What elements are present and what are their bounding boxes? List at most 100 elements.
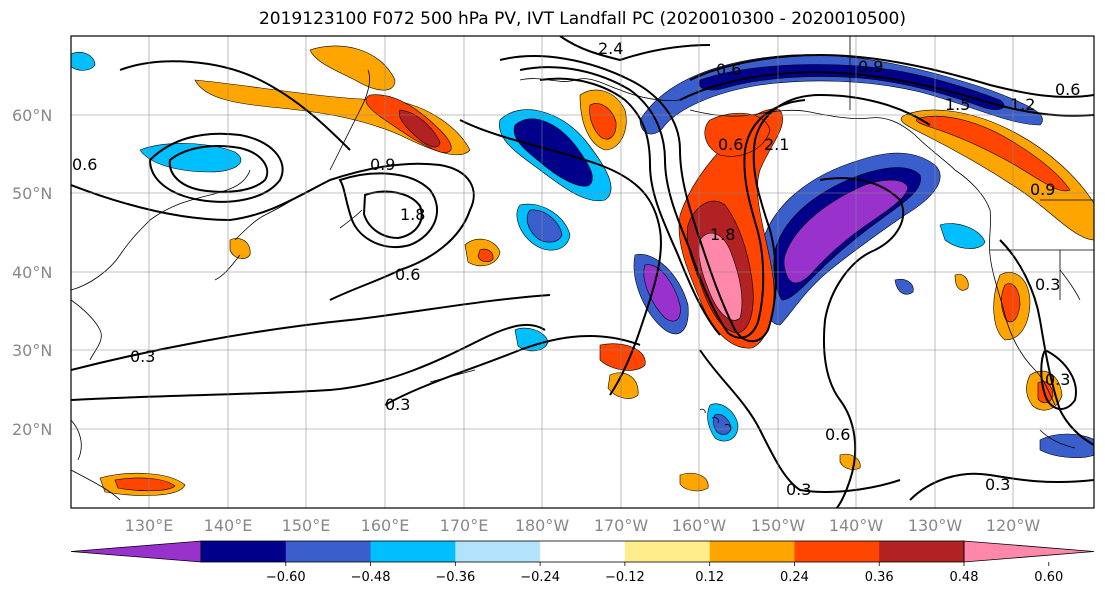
positive-anomaly-region	[398, 109, 441, 148]
contour-line	[71, 294, 551, 371]
lon-label: 150°E	[282, 516, 331, 535]
coastline-hawaii	[699, 408, 732, 432]
contour-line	[699, 349, 901, 493]
lon-label: 120°W	[986, 516, 1041, 535]
colorbar-extension-low	[70, 540, 202, 563]
latitude-labels: 60°N 50°N 40°N 30°N 20°N	[12, 106, 52, 439]
positive-anomaly-region	[229, 238, 251, 259]
contour-label: 0.6	[395, 265, 420, 284]
colorbar-tick-label: −0.24	[520, 570, 560, 585]
contour-line	[1040, 348, 1077, 410]
border-lines	[849, 36, 1094, 300]
negative-anomaly-region	[513, 118, 593, 187]
contour-label: 0.6	[72, 155, 97, 174]
positive-anomaly-region	[114, 477, 176, 492]
contour-label: 1.8	[710, 225, 735, 244]
colorbar-segment	[624, 541, 711, 562]
positive-anomaly-region	[1037, 381, 1054, 404]
contour-label: 1.8	[400, 205, 425, 224]
positive-anomaly-region	[194, 79, 471, 156]
contour-line	[519, 66, 806, 339]
lon-label: 160°W	[672, 516, 727, 535]
contour-line	[819, 177, 905, 508]
colorbar-tick-label: 0.60	[1034, 570, 1063, 585]
colorbar: −0.60 −0.48 −0.36 −0.24 −0.12 0.12 0.24 0.36 0.4…	[70, 540, 1095, 585]
colorbar-tick-label: −0.60	[266, 570, 306, 585]
negative-anomaly-region	[698, 64, 1005, 110]
contour-label: 0.9	[1030, 180, 1055, 199]
lat-label: 50°N	[12, 184, 52, 203]
contour-line	[119, 60, 351, 151]
lat-label: 40°N	[12, 263, 52, 282]
colorbar-segment	[879, 541, 965, 562]
contour-label: 0.3	[130, 347, 155, 366]
positive-anomaly-region	[954, 273, 969, 291]
contour-line	[999, 239, 1094, 446]
positive-anomaly-region	[916, 115, 1071, 192]
colorbar-segment	[370, 541, 456, 562]
coastline-kamchatka	[329, 69, 370, 171]
colorbar-tick-label: −0.12	[605, 570, 645, 585]
graticule	[71, 36, 1094, 508]
lat-label: 20°N	[12, 420, 52, 439]
contour-line	[71, 162, 475, 301]
contour-label: 0.6	[716, 60, 741, 79]
lon-label: 130°E	[125, 516, 174, 535]
lon-label: 180°W	[515, 516, 570, 535]
contour-label: 0.9	[858, 57, 883, 76]
colorbar-segment	[540, 541, 626, 562]
contour-label: 2.1	[764, 135, 789, 154]
map-title: 2019123100 F072 500 hPa PV, IVT Landfall…	[258, 9, 906, 29]
lon-label: 140°W	[829, 516, 884, 535]
lon-label: 160°E	[361, 516, 410, 535]
contour-label: 0.3	[1045, 370, 1070, 389]
contour-label: 0.6	[825, 425, 850, 444]
negative-anomaly-region	[643, 264, 681, 322]
colorbar-segment	[285, 541, 372, 562]
positive-anomaly-region	[477, 248, 494, 263]
lon-label: 150°W	[751, 516, 806, 535]
colorbar-tick-label: −0.48	[351, 570, 391, 585]
positive-anomaly-region	[698, 232, 743, 321]
contour-label: 0.6	[718, 135, 743, 154]
negative-anomaly-region	[783, 179, 909, 284]
colorbar-segment	[709, 541, 795, 562]
negative-anomaly-region	[139, 143, 242, 173]
contour-line	[71, 323, 546, 401]
colorbar-tick-label: 0.12	[695, 570, 724, 585]
contour-label: 1.5	[945, 95, 970, 114]
colorbar-tick-label: 0.24	[780, 570, 809, 585]
colorbar-segment	[794, 541, 880, 562]
contour-line	[559, 36, 711, 62]
contour-line	[148, 132, 284, 203]
colorbar-tick-label: 0.36	[865, 570, 894, 585]
coastline-north-america	[954, 169, 1081, 449]
positive-anomaly-region	[900, 109, 1094, 241]
contour-line	[539, 77, 721, 336]
contour-label: 0.9	[370, 155, 395, 174]
colorbar-segment	[201, 541, 287, 562]
negative-anomaly-region	[71, 51, 96, 71]
colorbar-tick-label: −0.36	[435, 570, 475, 585]
contour-label: 0.3	[385, 395, 410, 414]
contour-label: 1.2	[1010, 95, 1035, 114]
negative-anomaly-region	[939, 223, 986, 249]
coastline-alaska	[519, 78, 956, 171]
map-frame	[70, 35, 1095, 509]
positive-anomaly-region	[679, 472, 709, 492]
contour-line	[459, 119, 662, 396]
positive-anomaly-region	[589, 103, 617, 140]
lon-label: 140°E	[204, 516, 253, 535]
negative-anomaly-region	[894, 278, 914, 295]
contour-line	[168, 145, 269, 193]
contour-label: 0.3	[786, 480, 811, 499]
lon-label: 170°E	[440, 516, 489, 535]
colorbar-tick-label: 0.48	[950, 570, 979, 585]
colorbar-frame	[200, 540, 965, 563]
lat-label: 30°N	[12, 341, 52, 360]
colorbar-extension-high	[963, 540, 1095, 563]
coastline-east-asia	[71, 169, 251, 501]
contour-labels: 2.4 0.6 0.9 1.5 1.2 2.1 1.8 0.6 0.6 1.8 …	[72, 39, 1080, 499]
contour-label: 0.3	[985, 475, 1010, 494]
